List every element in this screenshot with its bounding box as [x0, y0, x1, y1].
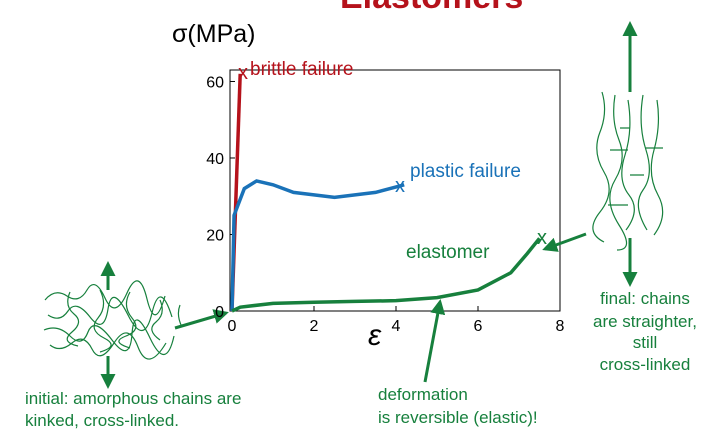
series-line — [231, 237, 541, 313]
y-tick-label: 40 — [206, 151, 224, 168]
x-tick-label: 8 — [556, 318, 565, 335]
y-tick-label: 20 — [206, 227, 224, 244]
series-line — [230, 179, 405, 312]
annotation: is reversible (elastic)! — [378, 408, 538, 427]
x-tick-label: 6 — [474, 318, 483, 335]
series-label: brittle failure — [250, 59, 354, 80]
chart-title: Elastomers — [340, 0, 523, 16]
annotation: final: chains — [600, 289, 690, 308]
annotation: still — [633, 333, 658, 352]
annotation: initial: amorphous chains are — [25, 389, 241, 408]
series-label: elastomer — [406, 242, 490, 263]
end-marker: x — [395, 175, 405, 197]
end-marker: x — [238, 62, 248, 84]
annotation: deformation — [378, 385, 468, 404]
annotation: cross-linked — [600, 355, 691, 374]
y-tick-label: 0 — [215, 304, 224, 321]
x-tick-label: 0 — [228, 318, 237, 335]
series-label: plastic failure — [410, 161, 521, 182]
amorphous-chains — [43, 280, 183, 360]
x-tick-label: 4 — [392, 318, 401, 335]
arrows — [100, 21, 638, 389]
stretched-chains — [592, 91, 664, 251]
annotation: are straighter, — [593, 312, 697, 331]
y-axis-label: σ(MPa) — [172, 20, 255, 48]
annotation: kinked, cross-linked. — [25, 411, 179, 430]
y-tick-label: 60 — [206, 74, 224, 91]
x-axis-label: ε — [368, 319, 382, 352]
end-marker: x — [537, 227, 547, 249]
x-tick-label: 2 — [310, 318, 319, 335]
plot-frame — [229, 69, 561, 312]
